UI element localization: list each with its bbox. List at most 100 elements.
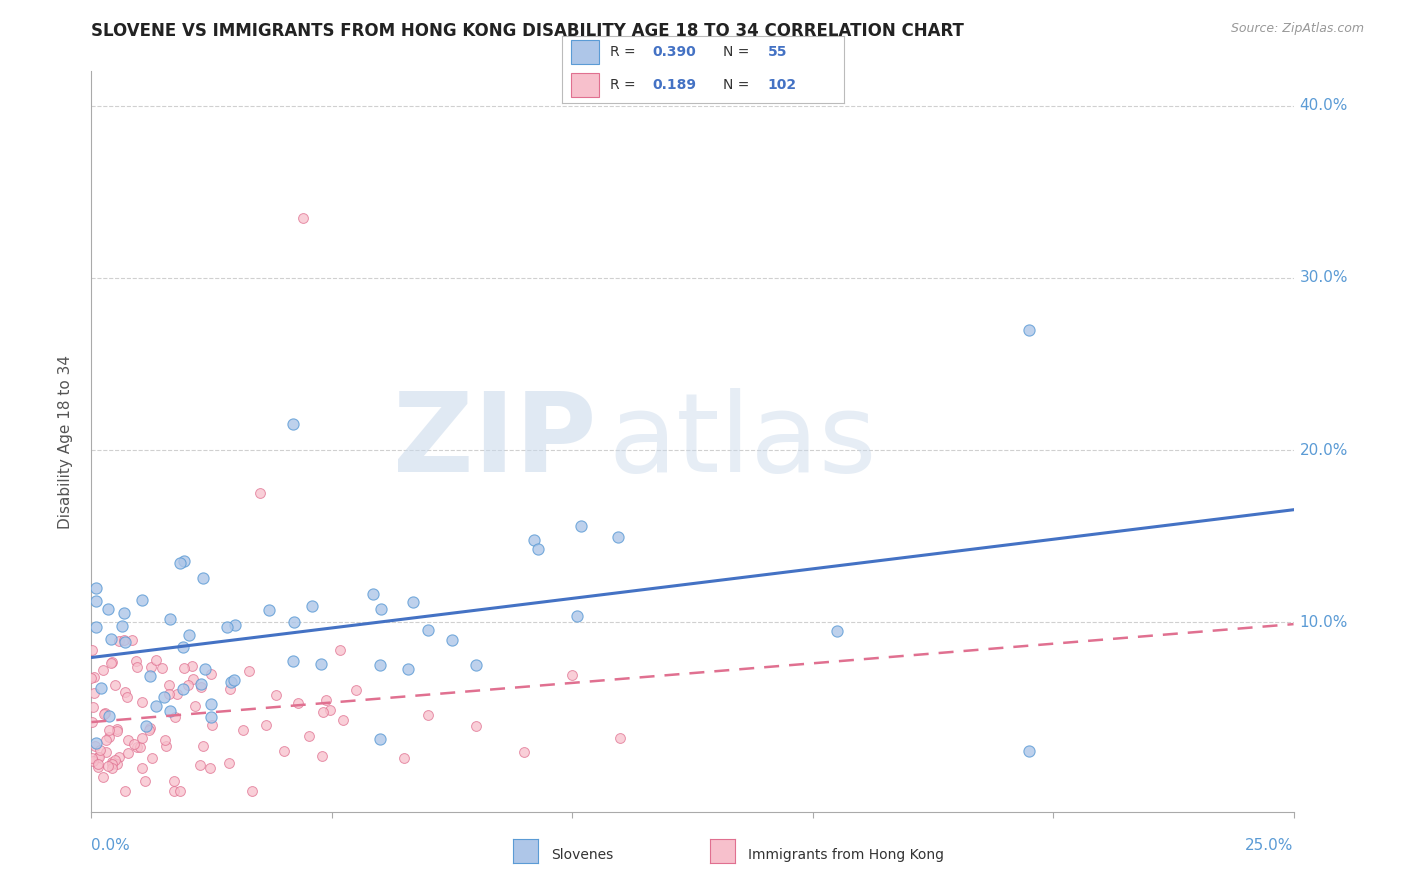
Point xyxy=(117,746,139,760)
Point xyxy=(112,606,135,620)
Point xyxy=(200,710,222,724)
Point xyxy=(249,486,271,500)
Point xyxy=(200,697,222,711)
Point xyxy=(232,723,254,738)
Point xyxy=(440,632,463,647)
Point xyxy=(84,736,107,750)
Point xyxy=(254,718,277,732)
Point xyxy=(392,750,415,764)
Point xyxy=(319,703,342,717)
Point xyxy=(155,739,177,753)
Point xyxy=(87,749,110,764)
Point xyxy=(169,556,191,570)
Point xyxy=(173,554,195,568)
Point xyxy=(157,687,180,701)
Point xyxy=(224,617,246,632)
Point xyxy=(86,756,108,771)
Point xyxy=(157,677,180,691)
Text: R =: R = xyxy=(610,78,640,92)
Point xyxy=(401,594,423,608)
Point xyxy=(93,706,115,721)
Point xyxy=(825,624,848,638)
Point xyxy=(121,632,143,647)
Point xyxy=(100,761,122,775)
Point xyxy=(329,642,352,657)
Point xyxy=(465,719,488,733)
Point xyxy=(138,723,160,738)
Text: 30.0%: 30.0% xyxy=(1299,270,1348,285)
Point xyxy=(108,634,131,648)
Point xyxy=(114,635,136,649)
Point xyxy=(283,615,305,629)
Point xyxy=(183,698,205,713)
Text: SLOVENE VS IMMIGRANTS FROM HONG KONG DISABILITY AGE 18 TO 34 CORRELATION CHART: SLOVENE VS IMMIGRANTS FROM HONG KONG DIS… xyxy=(91,22,965,40)
Text: 25.0%: 25.0% xyxy=(1246,838,1294,854)
Point xyxy=(609,731,631,745)
Point xyxy=(238,664,260,678)
Point xyxy=(111,618,134,632)
Point xyxy=(368,658,391,673)
Point xyxy=(298,730,321,744)
Point xyxy=(122,737,145,751)
Point xyxy=(416,708,439,723)
Point xyxy=(218,756,240,771)
Point xyxy=(117,733,139,747)
Point xyxy=(1018,744,1040,758)
Point xyxy=(181,672,204,686)
Point xyxy=(513,745,536,759)
Point xyxy=(194,662,217,676)
Point xyxy=(134,774,156,789)
Point xyxy=(155,733,177,747)
Point xyxy=(159,704,181,718)
Point xyxy=(180,659,202,673)
Point xyxy=(200,761,222,775)
Point xyxy=(291,211,314,225)
Text: atlas: atlas xyxy=(609,388,877,495)
Y-axis label: Disability Age 18 to 34: Disability Age 18 to 34 xyxy=(58,354,73,529)
Point xyxy=(309,657,332,672)
Point xyxy=(131,731,153,746)
Point xyxy=(311,749,333,764)
Text: Slovenes: Slovenes xyxy=(551,847,613,862)
Point xyxy=(139,669,162,683)
Point xyxy=(135,719,157,733)
Text: 55: 55 xyxy=(768,45,787,59)
Point xyxy=(523,533,546,548)
Point xyxy=(169,784,191,798)
Point xyxy=(215,620,238,634)
Point xyxy=(332,713,354,727)
Point xyxy=(82,699,104,714)
Point xyxy=(125,660,148,674)
Point xyxy=(101,755,124,769)
Point xyxy=(569,519,592,533)
Point xyxy=(166,687,188,701)
Point xyxy=(104,678,127,692)
Point xyxy=(108,750,131,764)
Point xyxy=(105,756,128,771)
Text: N =: N = xyxy=(723,78,754,92)
Point xyxy=(191,571,214,585)
Text: N =: N = xyxy=(723,45,754,59)
Point xyxy=(91,770,114,784)
Point xyxy=(87,760,110,774)
Text: 0.0%: 0.0% xyxy=(91,838,131,854)
Point xyxy=(273,744,295,758)
Point xyxy=(89,742,111,756)
Point xyxy=(84,620,107,634)
Point xyxy=(165,710,187,724)
Point xyxy=(82,754,104,768)
Point xyxy=(105,722,128,736)
Point xyxy=(82,751,104,765)
Point xyxy=(1018,323,1040,337)
Point xyxy=(370,731,392,746)
Point xyxy=(125,739,148,754)
Text: 0.189: 0.189 xyxy=(652,78,696,92)
Point xyxy=(94,745,117,759)
Point xyxy=(101,655,124,669)
Point xyxy=(281,654,304,668)
Point xyxy=(112,632,135,647)
Point xyxy=(607,530,630,544)
Point xyxy=(301,599,323,613)
Point xyxy=(80,714,103,729)
Point xyxy=(179,628,201,642)
